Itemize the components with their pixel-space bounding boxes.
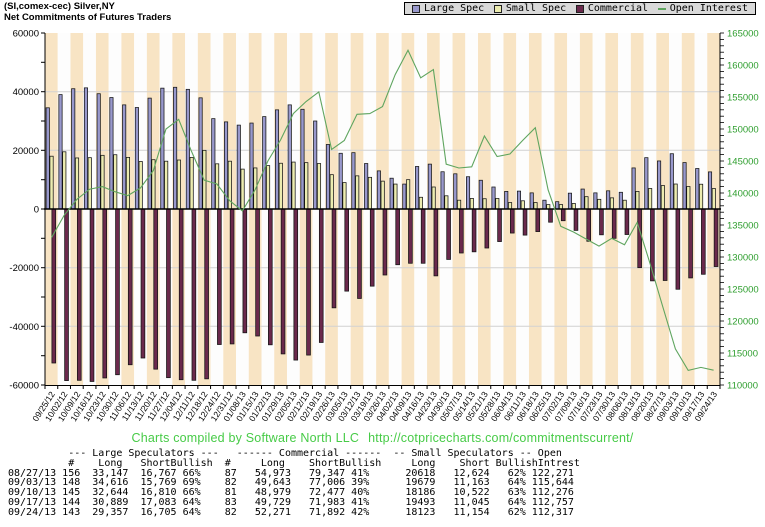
- svg-text:155000: 155000: [727, 93, 759, 104]
- legend-item-commercial: Commercial: [575, 3, 649, 14]
- svg-text:150000: 150000: [727, 125, 759, 136]
- svg-text:40000: 40000: [13, 87, 39, 98]
- svg-text:-60000: -60000: [9, 381, 39, 392]
- svg-text:145000: 145000: [727, 157, 759, 168]
- svg-text:165000: 165000: [727, 29, 759, 40]
- svg-text:-20000: -20000: [9, 263, 39, 274]
- svg-text:0: 0: [34, 205, 39, 216]
- legend-label: Commercial: [587, 3, 649, 14]
- svg-text:-40000: -40000: [9, 322, 39, 333]
- legend-label: Open Interest: [669, 3, 748, 14]
- source-url[interactable]: http://cotpricecharts.com/commitmentscur…: [368, 431, 634, 445]
- small-spec-swatch-icon: [493, 4, 502, 13]
- svg-text:110000: 110000: [727, 381, 758, 392]
- large-spec-swatch-icon: [412, 4, 420, 13]
- svg-text:60000: 60000: [13, 29, 39, 40]
- credit-text: Charts compiled by Software North LLC: [131, 431, 360, 445]
- svg-text:140000: 140000: [727, 189, 759, 200]
- instrument-title: (SI,comex-cec) Silver,NY: [4, 1, 115, 12]
- legend-item-large-spec: Large Spec: [412, 3, 484, 14]
- svg-text:20000: 20000: [13, 146, 39, 157]
- legend-label: Small Spec: [505, 3, 567, 14]
- chart-subtitle: Net Commitments of Futures Traders: [4, 12, 172, 23]
- cot-chart-svg: 60000 40000 20000 0 -20000 -40000 -60000 165000…: [9, 29, 759, 424]
- chart-legend: Large Spec Small Spec Commercial Open In…: [404, 2, 756, 15]
- open-interest-line-icon: [657, 7, 666, 10]
- svg-text:120000: 120000: [727, 317, 759, 328]
- svg-text:135000: 135000: [727, 221, 759, 232]
- legend-label: Large Spec: [424, 3, 485, 14]
- credit-line: Charts compiled by Software North LLC htt…: [0, 431, 765, 445]
- commercial-swatch-icon: [575, 4, 584, 13]
- svg-text:125000: 125000: [727, 285, 759, 296]
- cot-table: --- Large Speculators --- ------ Commerc…: [8, 448, 580, 518]
- legend-item-open-interest: Open Interest: [657, 3, 748, 14]
- svg-text:130000: 130000: [727, 253, 759, 264]
- legend-item-small-spec: Small Spec: [493, 3, 567, 14]
- svg-text:115000: 115000: [727, 349, 758, 360]
- chart-titles: (SI,comex-cec) Silver,NY Net Commitments…: [4, 1, 171, 23]
- svg-text:160000: 160000: [727, 61, 759, 72]
